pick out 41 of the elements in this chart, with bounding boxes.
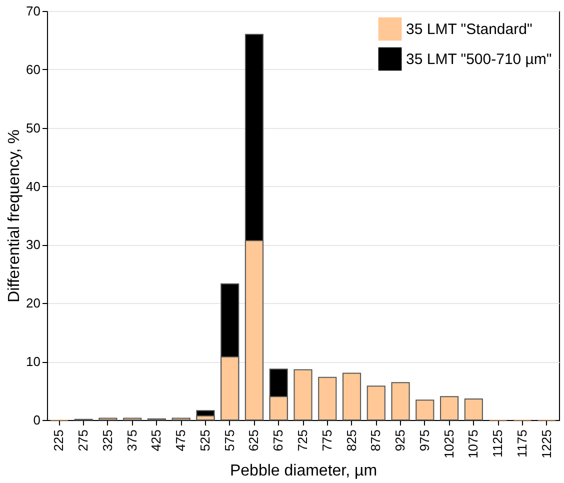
x-tick-label: 575 [222, 430, 237, 452]
x-tick-label: 1175 [514, 430, 530, 458]
x-tick-label: 775 [319, 430, 334, 452]
bar [464, 398, 483, 420]
x-tick-label: 325 [100, 430, 115, 452]
x-tick-label: 725 [295, 430, 310, 452]
y-tick-label: 40 [26, 178, 40, 194]
x-tick-label: 525 [197, 430, 212, 452]
y-tick-label: 20 [26, 296, 40, 311]
legend-label: 35 LMT "Standard" [406, 21, 532, 38]
y-tick-label: 70 [26, 4, 40, 18]
x-tick-label: 1125 [490, 430, 506, 458]
y-tick-label: 60 [26, 62, 40, 77]
y-tick-label: 0 [33, 412, 40, 428]
bar [416, 400, 434, 420]
x-tick-label: 625 [246, 430, 262, 452]
bar [366, 386, 386, 420]
x-tick-label: 875 [368, 430, 384, 452]
x-tick-label: 675 [270, 430, 286, 452]
y-axis-title: Differential frequency, % [6, 130, 24, 302]
y-tick-label: 10 [26, 354, 40, 370]
y-tick-label: 30 [26, 237, 40, 252]
bar [318, 376, 337, 420]
x-axis-title: Pebble diameter, µm [230, 462, 378, 480]
x-tick-label: 275 [76, 430, 91, 452]
bar [342, 372, 362, 420]
y-tick-label: 50 [26, 120, 40, 136]
x-tick-label: 975 [416, 430, 432, 452]
x-tick-label: 375 [124, 430, 140, 452]
x-tick-label: 1225 [538, 430, 554, 458]
bar [294, 369, 312, 420]
bar [440, 396, 459, 420]
legend-label: 35 LMT "500-710 µm" [406, 51, 552, 68]
x-tick-label: 1025 [441, 430, 456, 458]
x-tick-label: 225 [51, 430, 66, 452]
bar [391, 382, 410, 420]
x-tick-label: 1075 [466, 430, 481, 458]
x-tick-label: 425 [148, 430, 164, 452]
x-tick-label: 475 [173, 430, 188, 452]
x-tick-label: 825 [344, 430, 359, 452]
x-tick-label: 925 [392, 430, 408, 452]
